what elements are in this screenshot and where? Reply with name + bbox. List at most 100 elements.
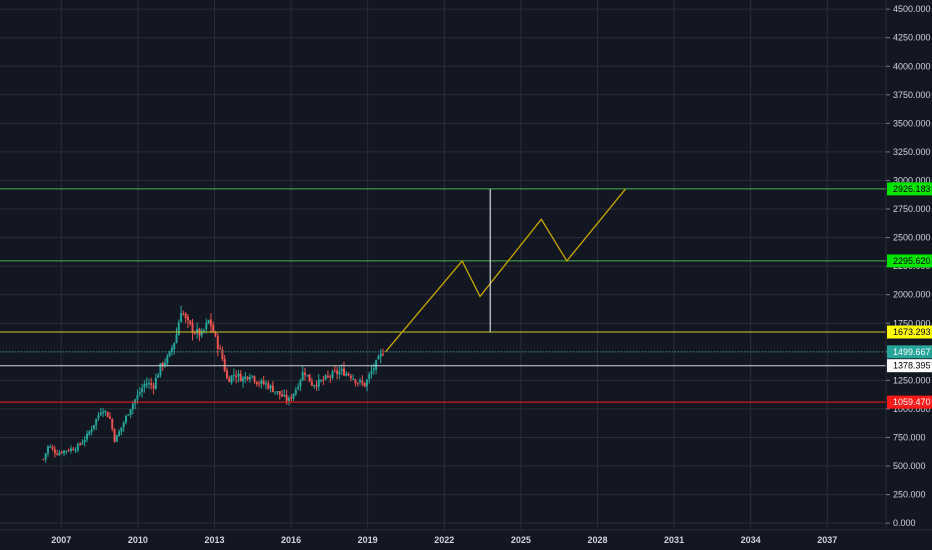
candle-up: [294, 389, 297, 395]
price-candles: [42, 305, 384, 463]
candle-up: [269, 385, 272, 389]
time-axis[interactable]: 2007 2010 2013 2016 2019 2022 2025 2028 2031 2034…: [51, 535, 837, 545]
candle-up: [324, 375, 327, 380]
y-tick-label: 3500.000: [893, 118, 931, 128]
level-tag-text: 2926.183: [893, 184, 931, 194]
candle-down: [111, 419, 114, 430]
candle-down: [72, 448, 75, 451]
candle-up: [301, 371, 304, 381]
candle-up: [375, 360, 378, 370]
level-tag-1059.470: [887, 395, 932, 409]
candle-up: [237, 373, 240, 377]
candle-up: [205, 322, 208, 330]
candle-up: [313, 385, 316, 387]
candle-down: [310, 381, 313, 386]
candle-up: [131, 403, 134, 410]
candle-up: [145, 383, 148, 386]
candle-down: [349, 375, 352, 379]
candle-down: [106, 411, 109, 418]
candle-up: [138, 392, 141, 395]
candle-down: [182, 313, 185, 315]
candle-down: [336, 370, 339, 374]
candle-up: [368, 374, 371, 380]
x-tick-label: 2013: [204, 535, 224, 545]
candle-down: [267, 383, 270, 389]
candle-up: [372, 368, 375, 371]
candle-up: [102, 411, 105, 414]
candle-up: [264, 383, 267, 385]
candle-down: [108, 416, 111, 419]
candle-down: [354, 379, 357, 383]
candle-up: [154, 377, 157, 389]
candle-down: [42, 459, 45, 461]
candle-up: [157, 375, 160, 378]
candle-up: [118, 431, 121, 436]
y-tick-label: 1250.000: [893, 375, 931, 385]
candle-down: [322, 379, 325, 381]
candle-down: [212, 324, 215, 333]
candle-up: [164, 362, 167, 366]
candle-up: [306, 375, 309, 377]
projection-drawing[interactable]: [385, 188, 627, 353]
price-axis[interactable]: 0.000 250.000 500.000 750.000 1000.000 1250.0…: [886, 4, 931, 528]
candle-down: [262, 380, 265, 384]
candle-down: [113, 429, 116, 442]
candle-down: [152, 385, 155, 389]
candle-up: [248, 376, 251, 380]
candle-up: [173, 342, 176, 350]
y-tick-label: 2750.000: [893, 204, 931, 214]
candle-down: [191, 323, 194, 333]
candle-up: [63, 450, 66, 454]
candle-down: [223, 358, 226, 371]
candle-up: [115, 435, 118, 442]
candle-up: [83, 439, 86, 443]
candle-down: [216, 335, 219, 349]
y-tick-label: 3750.000: [893, 90, 931, 100]
projection-path[interactable]: [385, 188, 627, 353]
candle-down: [186, 317, 189, 321]
candle-down: [315, 384, 318, 387]
candle-down: [258, 383, 261, 385]
candle-down: [308, 374, 311, 382]
y-tick-label: 3000.000: [893, 175, 931, 185]
level-tag-text: 1499.667: [893, 347, 931, 357]
candle-up: [292, 393, 295, 399]
candle-up: [129, 409, 132, 415]
candle-down: [189, 320, 192, 325]
candle-down: [161, 362, 164, 366]
y-tick-label: 4250.000: [893, 33, 931, 43]
candle-up: [242, 377, 245, 382]
candle-down: [60, 452, 63, 454]
candle-down: [333, 370, 336, 372]
candle-up: [74, 450, 77, 452]
horizontal-levels[interactable]: [0, 188, 886, 403]
candle-up: [338, 371, 341, 375]
level-tag-text: 2295.620: [893, 256, 931, 266]
x-tick-label: 2016: [281, 535, 301, 545]
candle-up: [352, 378, 355, 380]
candle-up: [345, 373, 348, 376]
candle-up: [92, 424, 95, 429]
candle-up: [127, 414, 130, 416]
candle-down: [347, 373, 350, 376]
candle-up: [276, 391, 279, 393]
candle-up: [244, 376, 247, 379]
candle-down: [326, 375, 329, 377]
candle-up: [283, 394, 286, 397]
candle-up: [200, 330, 203, 336]
candle-down: [79, 443, 82, 445]
candle-up: [359, 380, 362, 383]
candle-up: [251, 375, 254, 377]
candle-up: [88, 431, 91, 435]
y-tick-label: 1750.000: [893, 318, 931, 328]
chart-grid: [0, 0, 886, 530]
candle-down: [228, 378, 231, 383]
candle-up: [90, 429, 93, 432]
candle-down: [329, 376, 332, 378]
candle-up: [120, 427, 123, 432]
x-tick-label: 2025: [511, 535, 531, 545]
candle-up: [125, 415, 128, 423]
y-tick-label: 0.000: [893, 518, 916, 528]
